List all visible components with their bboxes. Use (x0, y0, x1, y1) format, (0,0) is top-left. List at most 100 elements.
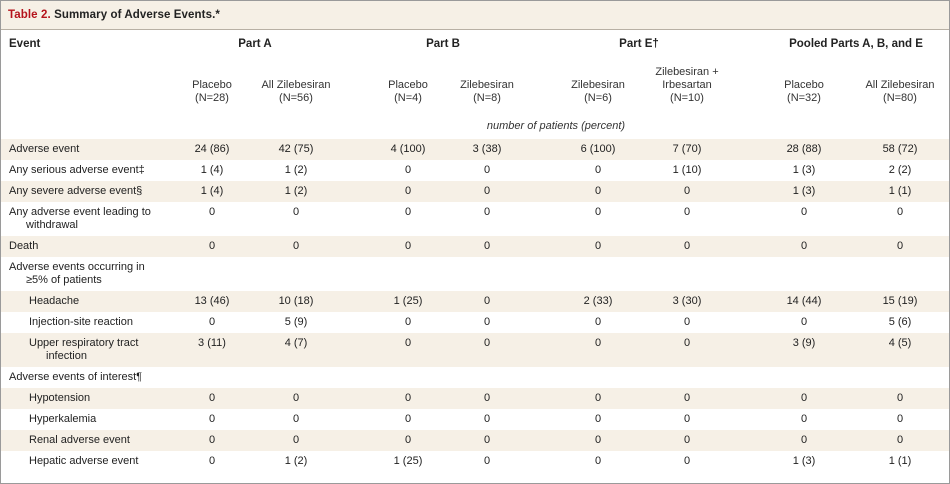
row-label: Hypotension (29, 392, 90, 405)
table-cell: 10 (18) (278, 295, 314, 307)
table-cell: 6 (100) (580, 143, 616, 155)
row-label-text: Adverse events of interest¶ (9, 371, 143, 383)
row-label-continuation: withdrawal (26, 219, 78, 231)
table-cell: 0 (292, 206, 300, 218)
column-header-line: (N=28) (195, 92, 229, 104)
column-header-line: (N=56) (279, 92, 313, 104)
column-header: All Zilebesiran (N=80) (850, 79, 950, 105)
column-header-line: Zilebesiran (460, 79, 514, 91)
row-label: Any serious adverse event‡ (9, 164, 145, 177)
row-label-text: Hypotension (29, 392, 91, 404)
table-row: Renal adverse event 0 0 0 0 0 0 0 0 (1, 430, 949, 451)
table-cell: 0 (683, 434, 691, 446)
table-cell: 13 (46) (194, 295, 230, 307)
table-cell: 24 (86) (194, 143, 230, 155)
table-cell: 0 (404, 185, 412, 197)
table-cell: 5 (9) (284, 316, 308, 328)
row-label-text: Injection-site reaction (29, 316, 133, 328)
row-label: Hepatic adverse event (29, 455, 138, 468)
table-cell: 0 (404, 316, 412, 328)
table-cell: 1 (25) (393, 455, 423, 467)
table-title-bar: Table 2. Summary of Adverse Events.* (1, 1, 949, 30)
row-label-text: Hyperkalemia (29, 413, 97, 425)
table-cell: 0 (404, 337, 412, 349)
column-header-line: (N=80) (883, 92, 917, 104)
table-cell: 0 (483, 295, 491, 307)
row-label: Renal adverse event (29, 434, 130, 447)
row-label-text: Death (9, 240, 39, 252)
table-cell: 0 (683, 337, 691, 349)
column-header-line: All Zilebesiran (865, 79, 935, 91)
column-header: Placebo (N=4) (358, 79, 458, 105)
table-row: Adverse event 24 (86) 42 (75) 4 (100) 3 (38)… (1, 139, 949, 160)
row-label-text: Renal adverse event (29, 434, 130, 446)
table-cell: 1 (2) (284, 164, 308, 176)
table-title: Table 2. Summary of Adverse Events.* (8, 9, 220, 21)
table-cell: 28 (88) (786, 143, 822, 155)
table-cell: 0 (483, 240, 491, 252)
table-cell: 0 (594, 434, 602, 446)
column-header-line: Placebo (784, 79, 824, 91)
table-cell: 1 (25) (393, 295, 423, 307)
row-label: Adverse events of interest¶ (9, 371, 142, 384)
table-row: Adverse events occurring in ≥5% of patien… (1, 257, 949, 291)
column-header: All Zilebesiran (N=56) (246, 79, 346, 105)
table-cell: 0 (800, 316, 808, 328)
group-header-part-b: Part B (426, 38, 460, 50)
table-cell: 0 (800, 240, 808, 252)
table-cell: 0 (292, 392, 300, 404)
row-label-text: Upper respiratory tract (29, 337, 139, 349)
table-cell: 0 (683, 316, 691, 328)
table-cell: 1 (3) (792, 164, 816, 176)
column-header-line: (N=6) (584, 92, 612, 104)
table-cell: 0 (483, 206, 491, 218)
table-cell: 0 (404, 392, 412, 404)
table-cell: 1 (2) (284, 185, 308, 197)
table-cell: 0 (800, 206, 808, 218)
row-label-text: Any severe adverse event§ (9, 185, 143, 197)
table-row: Hypotension 0 0 0 0 0 0 0 0 (1, 388, 949, 409)
table-cell: 3 (38) (472, 143, 502, 155)
table-cell: 0 (896, 413, 904, 425)
row-label-continuation: infection (46, 350, 87, 362)
column-header-line: Placebo (388, 79, 428, 91)
row-label-text: Adverse events occurring in (9, 261, 145, 273)
table-cell: 0 (594, 392, 602, 404)
table-cell: 0 (208, 434, 216, 446)
table-cell: 0 (483, 434, 491, 446)
table-cell: 1 (3) (792, 455, 816, 467)
row-label: Adverse event (9, 143, 79, 156)
row-label: Any severe adverse event§ (9, 185, 142, 198)
table-cell: 0 (483, 185, 491, 197)
table-cell: 0 (683, 455, 691, 467)
table-row: Upper respiratory tract infection 3 (11) 4 … (1, 333, 949, 367)
table-cell: 0 (896, 206, 904, 218)
table-cell: 1 (1) (888, 185, 912, 197)
table-cell: 0 (800, 434, 808, 446)
table-cell: 3 (30) (672, 295, 702, 307)
table-cell: 0 (483, 337, 491, 349)
units-label: number of patients (percent) (486, 120, 626, 132)
column-header: Zilebesiran (N=8) (437, 79, 537, 105)
table-cell: 0 (594, 455, 602, 467)
table-cell: 1 (4) (200, 185, 224, 197)
table-cell: 0 (404, 413, 412, 425)
table-cell: 0 (594, 164, 602, 176)
row-label: Adverse events occurring in ≥5% of patien… (9, 261, 145, 287)
column-header-line: Irbesartan (662, 79, 712, 91)
table-cell: 4 (5) (888, 337, 912, 349)
table-cell: 0 (404, 164, 412, 176)
column-header-line: (N=8) (473, 92, 501, 104)
table-cell: 0 (594, 316, 602, 328)
column-header-line: (N=32) (787, 92, 821, 104)
column-header-line: (N=10) (670, 92, 704, 104)
table-cell: 42 (75) (278, 143, 314, 155)
group-header-pooled: Pooled Parts A, B, and E (789, 38, 923, 50)
table-cell: 1 (3) (792, 185, 816, 197)
table-cell: 0 (683, 185, 691, 197)
table-row: Any serious adverse event‡ 1 (4) 1 (2) 0 0 0 1… (1, 160, 949, 181)
row-label-continuation: ≥5% of patients (26, 274, 102, 286)
table-cell: 0 (683, 392, 691, 404)
table-cell: 0 (800, 413, 808, 425)
